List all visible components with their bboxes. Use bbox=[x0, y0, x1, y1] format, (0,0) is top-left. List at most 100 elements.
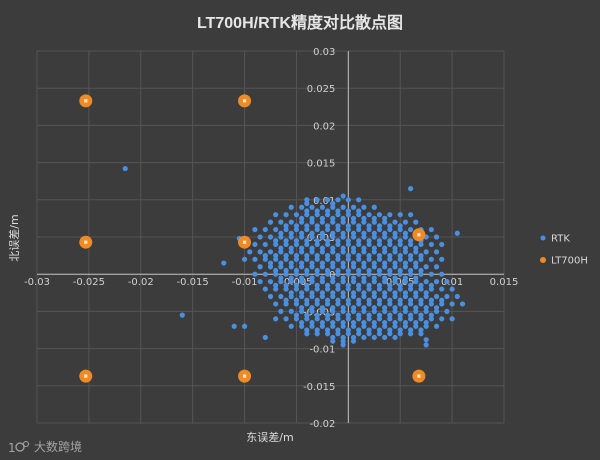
rtk-point bbox=[428, 282, 434, 288]
rtk-point bbox=[252, 226, 258, 233]
rtk-point bbox=[283, 301, 289, 307]
rtk-point bbox=[299, 219, 305, 225]
x-tick-label: -0.015 bbox=[177, 277, 209, 288]
rtk-point bbox=[350, 334, 357, 341]
rtk-point bbox=[382, 230, 388, 236]
rtk-point bbox=[408, 297, 414, 303]
rtk-point bbox=[340, 305, 346, 311]
rtk-point bbox=[252, 241, 258, 248]
rtk-point bbox=[402, 279, 409, 285]
rtk-point bbox=[356, 312, 362, 318]
rtk-point bbox=[350, 215, 357, 221]
rtk-point bbox=[397, 226, 403, 233]
rtk-point bbox=[345, 282, 351, 288]
rtk-point bbox=[314, 241, 320, 248]
rtk-point bbox=[299, 230, 305, 236]
rtk-point bbox=[278, 275, 284, 281]
rtk-point bbox=[408, 226, 414, 233]
rtk-point bbox=[382, 215, 388, 221]
rtk-point bbox=[288, 260, 294, 266]
rtk-point bbox=[392, 260, 398, 266]
rtk-point bbox=[387, 327, 393, 333]
rtk-point bbox=[382, 323, 388, 329]
rtk-point bbox=[376, 282, 383, 288]
rtk-point bbox=[418, 301, 424, 307]
rtk-point bbox=[350, 204, 357, 210]
rtk-point bbox=[273, 256, 279, 262]
rtk-point bbox=[366, 267, 372, 274]
rtk-point bbox=[330, 323, 336, 329]
rtk-point bbox=[319, 264, 325, 270]
y-tick-label: -0.02 bbox=[309, 419, 335, 430]
rtk-point bbox=[428, 301, 434, 307]
rtk-point bbox=[397, 327, 403, 333]
rtk-point bbox=[350, 305, 357, 311]
rtk-point bbox=[293, 312, 300, 318]
rtk-point bbox=[262, 271, 268, 277]
rtk-point bbox=[439, 286, 445, 292]
rtk-point bbox=[252, 256, 258, 262]
rtk-point bbox=[340, 230, 346, 236]
rtk-point bbox=[387, 223, 393, 229]
rtk-point bbox=[433, 234, 440, 240]
rtk-point bbox=[288, 290, 294, 296]
rtk-point bbox=[361, 279, 367, 285]
rtk-point bbox=[283, 286, 289, 292]
rtk-point bbox=[402, 323, 409, 329]
rtk-point bbox=[397, 331, 403, 337]
rtk-point bbox=[330, 279, 336, 285]
rtk-point bbox=[257, 279, 263, 285]
rtk-point bbox=[314, 282, 320, 288]
rtk-point bbox=[330, 204, 336, 210]
rtk-point bbox=[319, 293, 325, 300]
rtk-point bbox=[293, 241, 300, 248]
rtk-point bbox=[345, 208, 351, 214]
rtk-point bbox=[413, 260, 419, 266]
rtk-point bbox=[366, 282, 372, 288]
rtk-point bbox=[382, 293, 388, 300]
rtk-point bbox=[262, 256, 268, 262]
lt700h-point-core bbox=[84, 240, 88, 244]
rtk-point bbox=[350, 245, 357, 251]
rtk-point bbox=[361, 308, 367, 314]
rtk-point bbox=[428, 316, 434, 322]
rtk-point bbox=[304, 282, 310, 288]
rtk-point bbox=[392, 219, 398, 225]
axes bbox=[37, 51, 504, 423]
rtk-point bbox=[267, 249, 274, 255]
rtk-point bbox=[304, 200, 310, 207]
rtk-point bbox=[335, 331, 341, 337]
rtk-point bbox=[387, 256, 393, 262]
rtk-point bbox=[387, 238, 393, 244]
rtk-point bbox=[324, 253, 331, 259]
rtk-point bbox=[309, 249, 315, 255]
rtk-point bbox=[408, 312, 414, 318]
rtk-point bbox=[402, 319, 409, 326]
rtk-point bbox=[299, 215, 305, 221]
rtk-point bbox=[293, 282, 300, 288]
rtk-point bbox=[314, 286, 320, 292]
rtk-point bbox=[392, 308, 398, 314]
rtk-point bbox=[392, 230, 398, 236]
rtk-point bbox=[371, 234, 377, 240]
rtk-point bbox=[418, 253, 424, 259]
rtk-point bbox=[418, 312, 424, 318]
rtk-point bbox=[418, 282, 424, 288]
rtk-point bbox=[293, 256, 300, 262]
rtk-point bbox=[319, 234, 325, 240]
rtk-point bbox=[304, 312, 310, 318]
rtk-point bbox=[324, 256, 331, 262]
rtk-point bbox=[309, 279, 315, 285]
rtk-point bbox=[309, 323, 315, 329]
rtk-point bbox=[283, 271, 289, 277]
rtk-point bbox=[366, 223, 372, 229]
rtk-point bbox=[413, 245, 419, 251]
rtk-point bbox=[340, 334, 346, 341]
rtk-point bbox=[324, 271, 331, 277]
rtk-point bbox=[376, 241, 383, 248]
rtk-point bbox=[423, 323, 429, 329]
rtk-point bbox=[397, 256, 403, 262]
rtk-point bbox=[299, 323, 305, 329]
rtk-point bbox=[392, 234, 398, 240]
y-tick-label: 0.02 bbox=[313, 121, 335, 132]
